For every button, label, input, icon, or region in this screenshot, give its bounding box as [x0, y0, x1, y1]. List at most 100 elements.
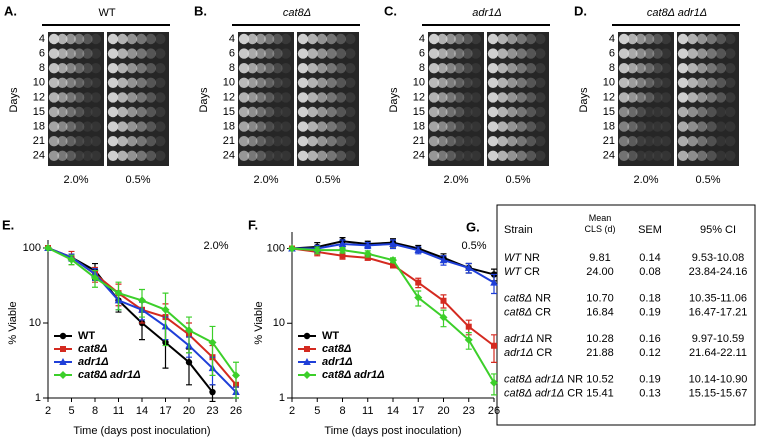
- spot: [117, 48, 128, 59]
- spot: [652, 136, 663, 147]
- table-cell: 0.19: [639, 373, 660, 385]
- legend-label: cat8Δ adr1Δ: [322, 369, 385, 381]
- spot: [345, 92, 356, 103]
- spot: [48, 136, 60, 147]
- spot: [90, 150, 102, 161]
- marker: [185, 359, 193, 366]
- table-cell: WT NR: [504, 252, 540, 264]
- spot: [255, 92, 266, 103]
- spot: [627, 121, 638, 132]
- spot: [247, 62, 258, 74]
- spot: [90, 136, 102, 147]
- spot: [82, 48, 93, 59]
- spot: [126, 48, 138, 59]
- spot: [453, 121, 465, 132]
- spot: [280, 33, 292, 45]
- spot: [126, 136, 138, 147]
- spot: [238, 106, 250, 118]
- table-header: Strain: [504, 224, 533, 236]
- spot: [307, 136, 318, 147]
- spot: [497, 62, 508, 74]
- spot: [462, 92, 473, 103]
- spot: [428, 92, 440, 103]
- spot: [635, 92, 646, 103]
- spot: [660, 33, 672, 45]
- spot: [65, 62, 76, 74]
- spot: [73, 92, 85, 103]
- spot: [497, 150, 508, 161]
- spot: [516, 106, 527, 118]
- marker: [67, 255, 76, 264]
- x-tick-label: 5: [68, 405, 74, 417]
- marker: [91, 273, 99, 282]
- day-label: 8: [229, 62, 235, 74]
- x-tick-label: 2: [289, 405, 295, 417]
- strain: WT: [504, 252, 522, 264]
- spot: [48, 33, 60, 45]
- spot: [462, 136, 473, 147]
- panel-title: WT: [98, 7, 115, 19]
- spot: [437, 150, 448, 161]
- table-cell: 0.16: [639, 333, 660, 345]
- day-label: 18: [413, 121, 425, 133]
- spot: [48, 62, 60, 74]
- spot: [272, 106, 283, 118]
- spot: [48, 150, 60, 161]
- spot: [535, 92, 546, 103]
- spot: [643, 150, 655, 161]
- spot: [117, 136, 128, 147]
- spot: [687, 48, 698, 59]
- spot: [263, 62, 275, 74]
- condition: NR: [524, 252, 540, 264]
- spot: [627, 62, 638, 74]
- day-label: 15: [603, 106, 615, 118]
- spot: [470, 33, 482, 45]
- x-tick-label: 14: [136, 405, 148, 417]
- spot: [247, 136, 258, 147]
- spot: [335, 77, 347, 89]
- spot: [677, 136, 689, 147]
- spot: [73, 33, 85, 45]
- spot: [428, 150, 440, 161]
- spot: [462, 106, 473, 118]
- spot: [516, 33, 527, 45]
- spot: [272, 77, 283, 89]
- spot: [48, 92, 60, 103]
- y-tick-label: 100: [267, 242, 285, 254]
- legend-marker: [59, 332, 67, 340]
- spot: [73, 62, 85, 74]
- spot: [247, 92, 258, 103]
- legend-marker: [60, 346, 66, 352]
- spot: [445, 121, 456, 132]
- spot: [725, 62, 736, 74]
- spot: [635, 150, 646, 161]
- marker: [389, 239, 397, 247]
- legend-marker: [303, 358, 311, 365]
- condition: NR: [536, 333, 552, 345]
- spot: [57, 62, 68, 74]
- spot: [497, 33, 508, 45]
- table-cell: 10.70: [586, 292, 614, 304]
- spot: [65, 77, 76, 89]
- strain: cat8Δ adr1Δ: [504, 373, 564, 385]
- spot: [660, 136, 672, 147]
- spot: [428, 77, 440, 89]
- marker: [415, 279, 422, 286]
- spot: [453, 62, 465, 74]
- day-label: 15: [413, 106, 425, 118]
- panel-label: D.: [574, 3, 587, 18]
- spot: [326, 150, 337, 161]
- spot: [255, 136, 266, 147]
- table-cell: 16.47-17.21: [689, 306, 748, 318]
- spot: [126, 92, 138, 103]
- spot: [687, 136, 698, 147]
- spot: [660, 121, 672, 132]
- spot: [238, 136, 250, 147]
- spot: [428, 121, 440, 132]
- x-tick-label: 23: [463, 405, 475, 417]
- strain: adr1Δ: [504, 347, 533, 359]
- spot: [297, 106, 309, 118]
- spot: [677, 121, 689, 132]
- spot: [155, 33, 166, 45]
- spot: [687, 150, 698, 161]
